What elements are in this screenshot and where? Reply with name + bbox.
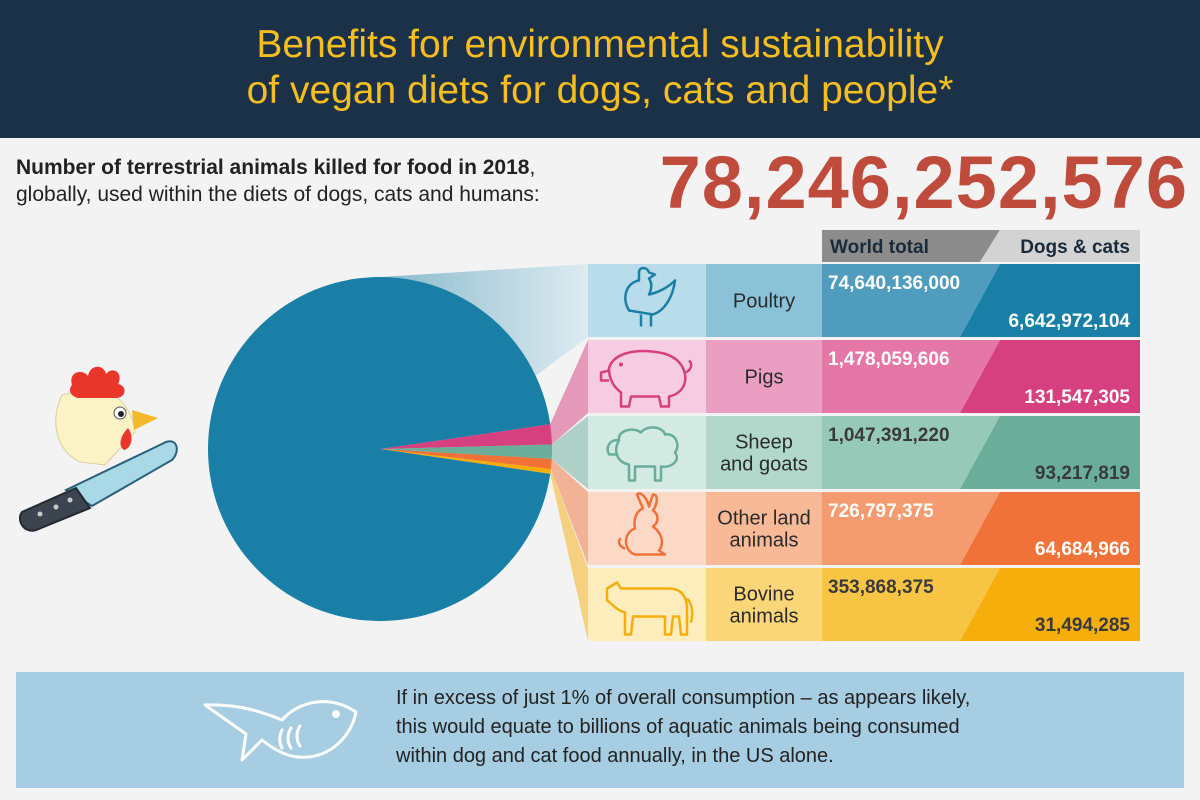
dogscats-value-other-land-animals: 64,684,966 xyxy=(1035,539,1130,560)
pie-slice-other-land-animals xyxy=(380,449,552,469)
row-label-other-land-animals: animals xyxy=(730,530,799,552)
aquatic-text: If in excess of just 1% of overall consu… xyxy=(396,684,1176,771)
icon-cell-bovine-animals xyxy=(588,568,706,641)
dogscats-value-sheep-and-goats: 93,217,819 xyxy=(1035,463,1130,484)
label-cell-sheep-and-goats xyxy=(706,416,822,489)
world-value-poultry: 74,640,136,000 xyxy=(828,273,960,294)
summary-line-2: globally, used within the diets of dogs,… xyxy=(16,183,540,206)
icon-cell-other-land-animals xyxy=(588,492,706,565)
rabbit-icon xyxy=(617,492,667,556)
aquatic-line-2: this would equate to billions of aquatic… xyxy=(396,716,960,738)
world-value-bovine-animals: 353,868,375 xyxy=(828,577,934,598)
header-world-bg xyxy=(822,230,1000,262)
dogscats-cell-poultry xyxy=(960,264,1140,337)
chicken-icon xyxy=(624,266,677,327)
dogscats-cell-bovine-animals xyxy=(960,568,1140,641)
header-dogscats-bg xyxy=(980,230,1140,262)
row-label-pigs: Pigs xyxy=(745,367,784,389)
dogscats-cell-other-land-animals xyxy=(960,492,1140,565)
dogscats-value-pigs: 131,547,305 xyxy=(1024,387,1130,408)
header-dogs-cats: Dogs & cats xyxy=(1020,237,1130,258)
row-pigs: Pigs 1,478,059,606 131,547,305 xyxy=(588,340,1140,413)
label-cell-other-land-animals xyxy=(706,492,822,565)
world-cell-sheep-and-goats xyxy=(822,416,1000,489)
label-cell-poultry xyxy=(706,264,822,337)
world-cell-poultry xyxy=(822,264,1000,337)
world-value-sheep-and-goats: 1,047,391,220 xyxy=(828,425,950,446)
world-cell-pigs xyxy=(822,340,1000,413)
dogscats-cell-sheep-and-goats xyxy=(960,416,1140,489)
chicken-knife-illustration xyxy=(18,366,178,532)
chicken-head-icon xyxy=(55,366,158,466)
world-value-other-land-animals: 726,797,375 xyxy=(828,501,934,522)
row-label-sheep-and-goats: Sheep xyxy=(735,432,793,454)
world-cell-bovine-animals xyxy=(822,568,1000,641)
aquatic-line-1: If in excess of just 1% of overall consu… xyxy=(396,687,971,709)
header-world-total: World total xyxy=(830,237,929,258)
row-label-sheep-and-goats: and goats xyxy=(720,454,808,476)
world-value-pigs: 1,478,059,606 xyxy=(828,349,950,370)
dogscats-cell-pigs xyxy=(960,340,1140,413)
row-label-bovine-animals: Bovine xyxy=(733,584,794,606)
icon-cell-poultry xyxy=(588,264,706,337)
sheep-icon xyxy=(606,426,679,482)
header-banner: Benefits for environmental sustainabilit… xyxy=(0,0,1200,138)
summary-text: Number of terrestrial animals killed for… xyxy=(16,154,540,208)
cow-icon xyxy=(605,581,694,636)
row-label-other-land-animals: Other land xyxy=(717,508,810,530)
title-line-1: Benefits for environmental sustainabilit… xyxy=(256,23,944,66)
row-label-bovine-animals: animals xyxy=(730,606,799,628)
label-cell-pigs xyxy=(706,340,822,413)
pie-slice-pigs xyxy=(380,424,552,449)
summary-bold: Number of terrestrial animals killed for… xyxy=(16,156,530,179)
row-poultry: Poultry 74,640,136,000 6,642,972,104 xyxy=(588,264,1140,337)
dogscats-value-poultry: 6,642,972,104 xyxy=(1008,311,1130,332)
pie-slice-poultry xyxy=(208,276,551,621)
world-cell-other-land-animals xyxy=(822,492,1000,565)
label-cell-bovine-animals xyxy=(706,568,822,641)
summary-comma: , xyxy=(529,156,536,179)
total-animals-number: 78,246,252,576 xyxy=(659,141,1188,224)
knife-icon xyxy=(18,440,178,532)
pie-slice-sheep-and-goats xyxy=(380,444,552,459)
title-line-2: of vegan diets for dogs, cats and people… xyxy=(246,69,954,112)
pig-icon xyxy=(599,349,693,408)
aquatic-line-3: within dog and cat food annually, in the… xyxy=(396,745,834,767)
dogscats-value-bovine-animals: 31,494,285 xyxy=(1035,615,1131,636)
row-label-poultry: Poultry xyxy=(733,291,795,313)
pie-slice-bovine-animals xyxy=(380,449,551,474)
